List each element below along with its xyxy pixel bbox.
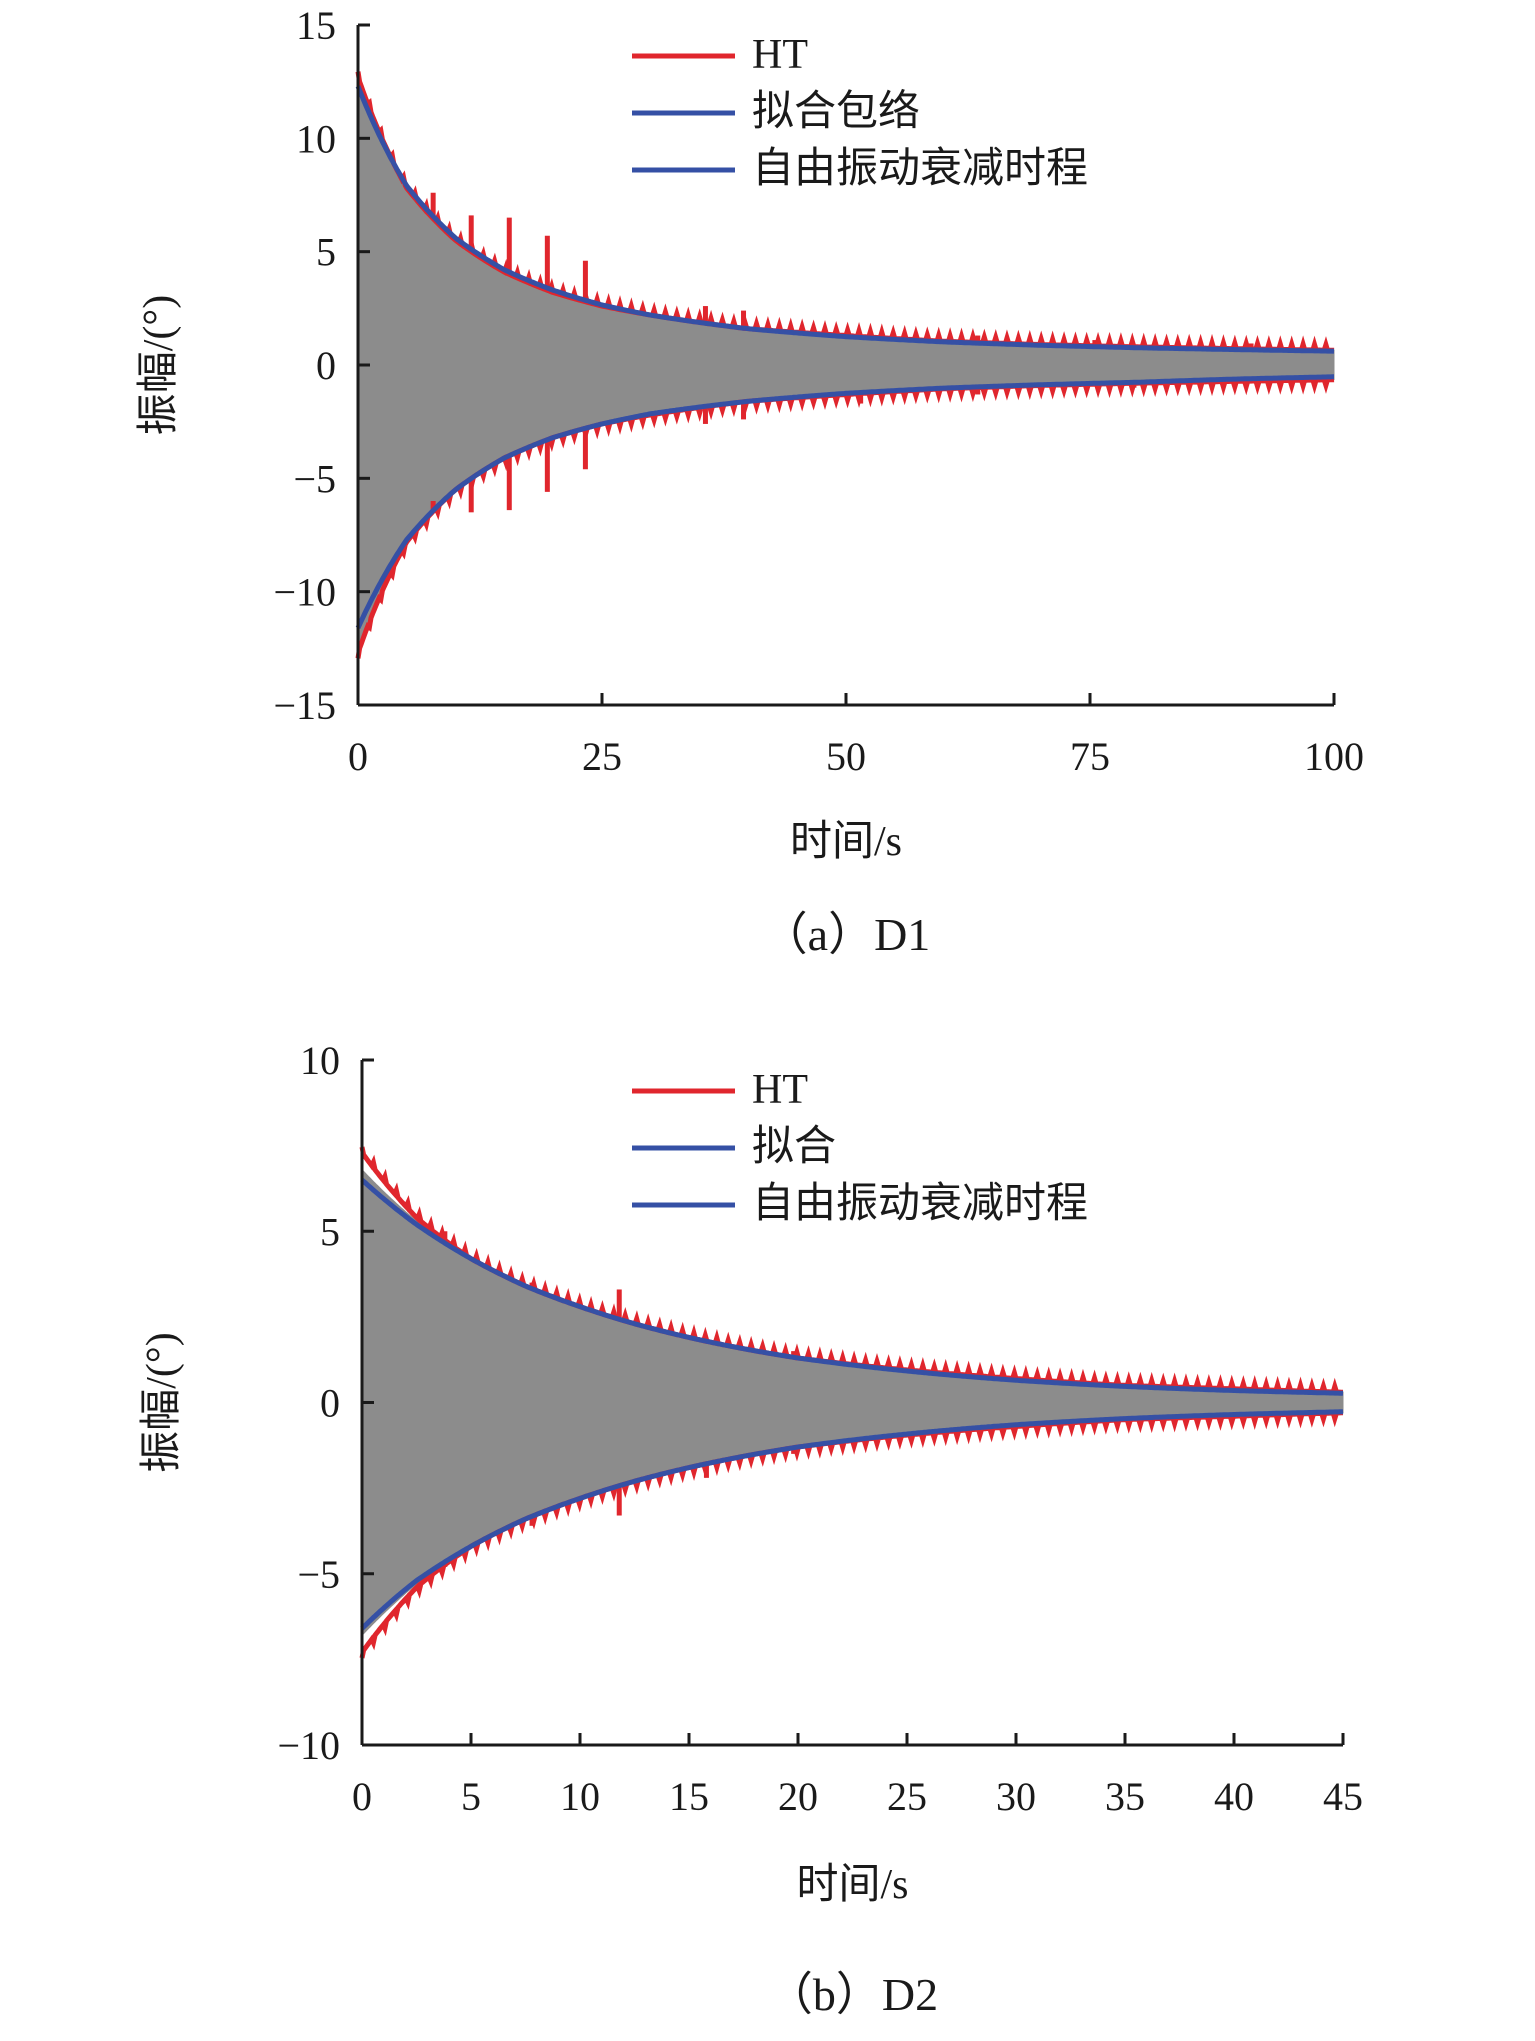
response-fill: [361, 1168, 1344, 1637]
legend-label: HT: [752, 1067, 808, 1113]
x-tick-label: 15: [669, 1774, 709, 1819]
legend-label: 自由振动衰减时程: [752, 1181, 1088, 1227]
x-tick-label: 10: [560, 1774, 600, 1819]
y-tick-label: 0: [316, 343, 336, 388]
y-axis-title: 振幅/(°): [139, 1332, 185, 1472]
y-tick-label: −10: [273, 570, 336, 615]
legend-label: 拟合包络: [752, 88, 920, 135]
chart-panel-a: 15 10 5 0 −5 −10 −15 0 25 50 75 100 时间/s 振幅/(°) （a）D1 H…: [0, 0, 1535, 1020]
fit-envelope-lower: [360, 1409, 1344, 1631]
y-tick-label: 10: [296, 116, 336, 161]
chart-panel-b: 10 5 0 −5 −10 0 5 10 15 20 25 30 35 40 45 时间/s 振幅/(°) （b）…: [0, 1020, 1535, 2041]
chart-b-svg: 10 5 0 −5 −10 0 5 10 15 20 25 30 35 40 45 时间/s 振幅/(°) （b）…: [139, 1038, 1363, 2020]
legend-label: 自由振动衰减时程: [752, 146, 1088, 192]
x-tick-label: 5: [461, 1774, 481, 1819]
fit-envelope-upper: [360, 1178, 1344, 1396]
x-tick-label: 20: [778, 1774, 818, 1819]
fit-envelope-upper: [355, 85, 1335, 354]
legend-label: HT: [752, 32, 808, 78]
fit-envelope-lower: [355, 374, 1334, 629]
x-tick-label: 75: [1070, 734, 1110, 779]
y-tick-label: −5: [293, 456, 336, 501]
x-tick-label: 40: [1214, 1774, 1254, 1819]
y-tick-label: −15: [273, 683, 336, 728]
x-axis-title: 时间/s: [796, 1862, 908, 1908]
plot-area: [359, 1146, 1344, 1659]
x-tick-label: 35: [1105, 1774, 1145, 1819]
y-tick-label: 5: [316, 230, 336, 275]
x-tick-label: 25: [887, 1774, 927, 1819]
panel-caption: （a）D1: [762, 909, 931, 960]
y-tick-label: 0: [320, 1381, 340, 1426]
legend-label: 拟合: [752, 1124, 836, 1170]
y-tick-label: 15: [296, 3, 336, 48]
y-tick-label: 10: [300, 1038, 340, 1083]
x-tick-label: 100: [1304, 734, 1364, 779]
x-tick-label: 50: [826, 734, 866, 779]
x-axis-title: 时间/s: [790, 819, 902, 865]
x-tick-label: 30: [996, 1774, 1036, 1819]
x-tick-label: 25: [582, 734, 622, 779]
x-tick-label: 0: [352, 1774, 372, 1819]
plot-area: [355, 71, 1335, 659]
x-tick-label: 45: [1323, 1774, 1363, 1819]
y-tick-label: 5: [320, 1209, 340, 1254]
y-tick-label: −10: [277, 1723, 340, 1768]
x-tick-label: 0: [348, 734, 368, 779]
y-tick-label: −5: [297, 1552, 340, 1597]
y-axis-title: 振幅/(°): [136, 295, 182, 435]
panel-caption: （b）D2: [767, 1969, 938, 2020]
